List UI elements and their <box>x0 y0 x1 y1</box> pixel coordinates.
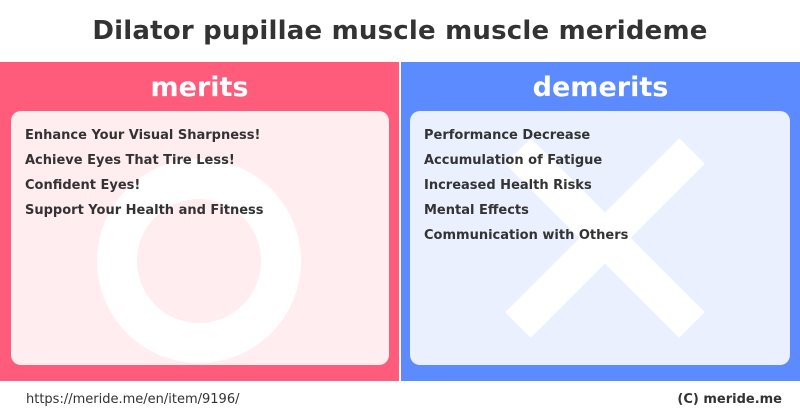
merit-item: Support Your Health and Fitness <box>25 203 264 218</box>
demerit-item: Performance Decrease <box>424 128 591 143</box>
demerit-item: Communication with Others <box>424 228 629 243</box>
page-title: Dilator pupillae muscle muscle merideme <box>92 16 708 46</box>
demerits-card: Performance Decrease Accumulation of Fat… <box>410 111 790 365</box>
demerits-heading: demerits <box>532 71 669 103</box>
merit-item: Confident Eyes! <box>25 178 141 193</box>
demerit-item: Increased Health Risks <box>424 178 592 193</box>
merits-card: Enhance Your Visual Sharpness! Achieve E… <box>11 111 389 365</box>
panel-divider <box>399 62 401 381</box>
demerit-item: Accumulation of Fatigue <box>424 153 603 168</box>
merit-item: Achieve Eyes That Tire Less! <box>25 153 235 168</box>
demerit-item: Mental Effects <box>424 203 529 218</box>
merits-heading: merits <box>150 71 249 103</box>
demerits-panel: demerits Performance Decrease Accumulati… <box>401 62 800 381</box>
merit-item: Enhance Your Visual Sharpness! <box>25 128 261 143</box>
copyright-text: (C) meride.me <box>677 392 782 407</box>
cross-icon <box>505 138 705 338</box>
source-url-link[interactable]: https://meride.me/en/item/9196/ <box>26 392 240 407</box>
merits-panel: merits Enhance Your Visual Sharpness! Ac… <box>0 62 399 381</box>
merits-list: Enhance Your Visual Sharpness! Achieve E… <box>25 123 264 223</box>
demerits-list: Performance Decrease Accumulation of Fat… <box>424 123 628 248</box>
